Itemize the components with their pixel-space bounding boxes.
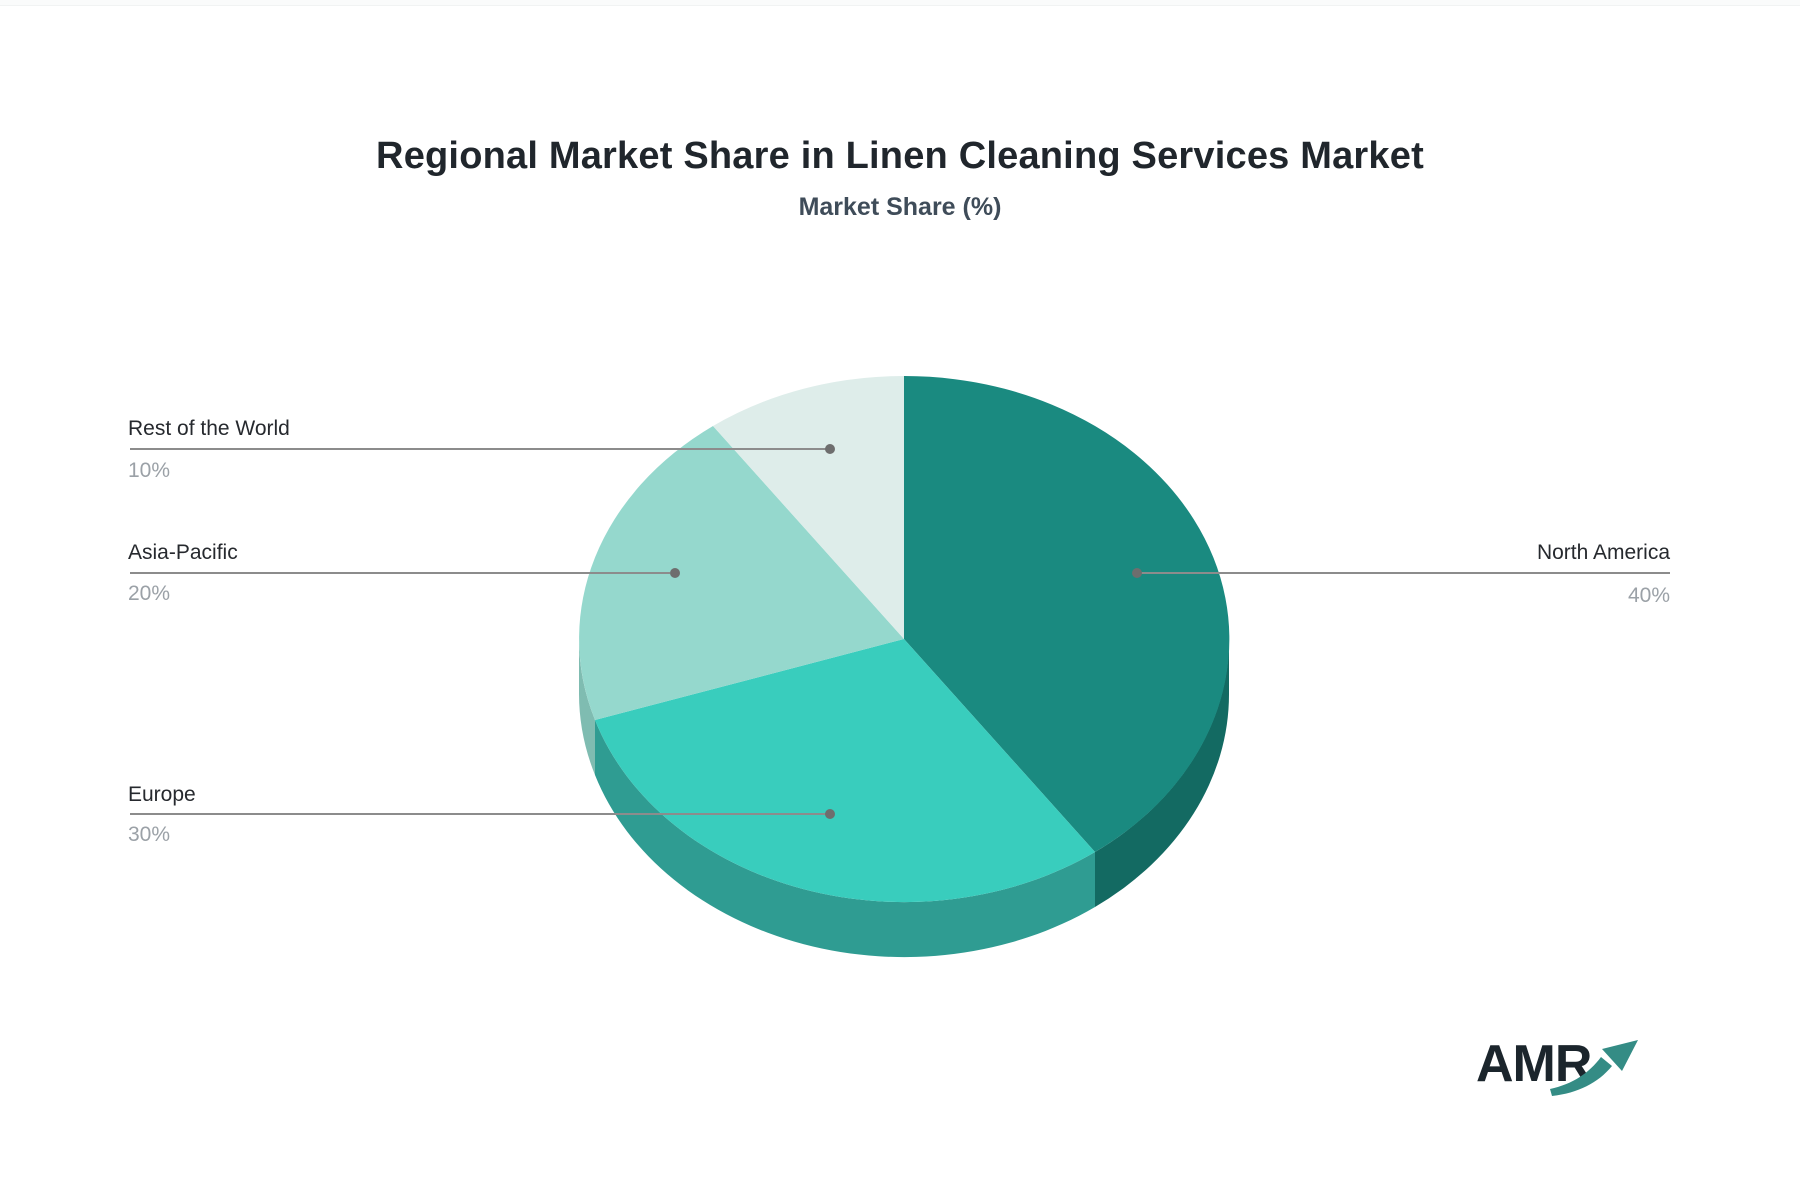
callout-value-asia-pacific: 20% bbox=[128, 582, 171, 605]
callout-value-north-america: 40% bbox=[1627, 584, 1670, 607]
pie-slice-side-europe bbox=[595, 720, 1095, 958]
pie-slice-side-asia-pacific bbox=[579, 639, 595, 775]
callout-dot-rest-of-the-world bbox=[825, 444, 835, 454]
pie-slice-north-america[interactable] bbox=[904, 375, 1230, 852]
callout-label-asia-pacific: Asia-Pacific bbox=[128, 541, 238, 564]
pie-slice-side-north-america bbox=[1095, 639, 1230, 907]
callout-label-rest-of-the-world: Rest of the World bbox=[128, 417, 290, 440]
amr-logo: AMR bbox=[1476, 1036, 1656, 1106]
callout-dot-europe bbox=[825, 809, 835, 819]
pie-slice-rest-of-the-world[interactable] bbox=[713, 375, 904, 639]
pie-slice-europe[interactable] bbox=[595, 639, 1095, 903]
callout-dot-asia-pacific bbox=[670, 568, 680, 578]
callout-value-rest-of-the-world: 10% bbox=[128, 459, 171, 482]
top-border bbox=[0, 0, 1800, 6]
callout-label-north-america: North America bbox=[1536, 541, 1670, 564]
pie-slice-asia-pacific[interactable] bbox=[579, 426, 904, 720]
chart-subtitle: Market Share (%) bbox=[798, 193, 1002, 221]
callout-value-europe: 30% bbox=[128, 823, 171, 846]
amr-logo-arrow-icon bbox=[1550, 1040, 1638, 1096]
callout-label-europe: Europe bbox=[128, 783, 196, 806]
chart-title: Regional Market Share in Linen Cleaning … bbox=[376, 135, 1424, 177]
callout-dot-north-america bbox=[1132, 568, 1142, 578]
